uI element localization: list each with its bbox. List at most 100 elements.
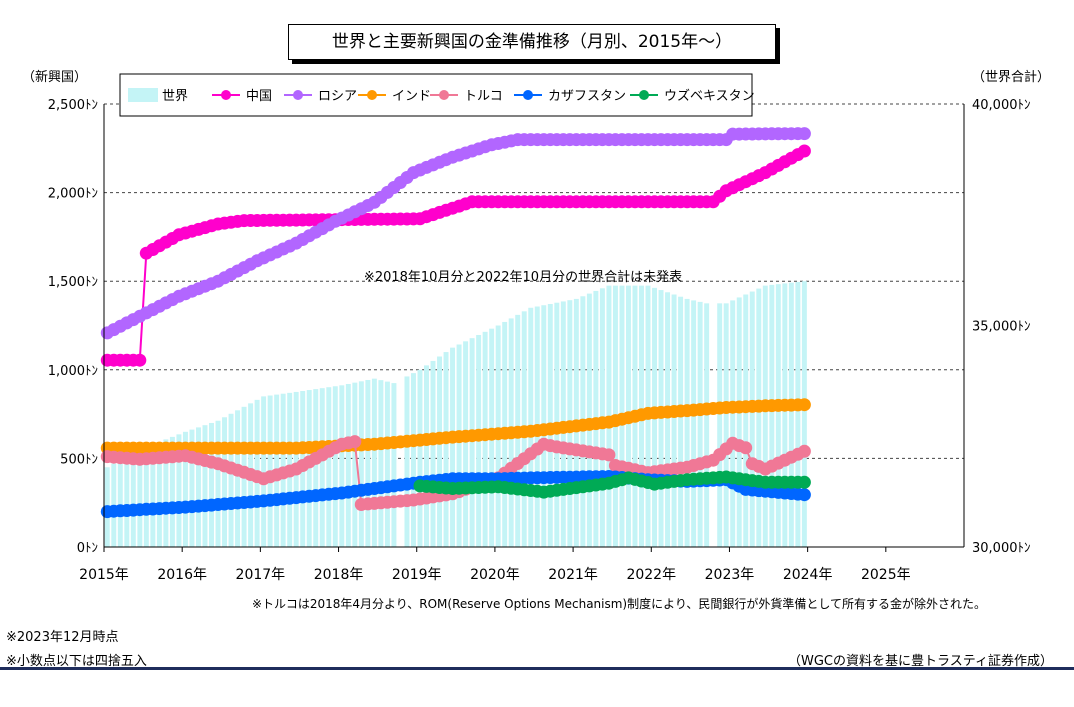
world-bar (352, 382, 358, 547)
data-point (797, 475, 811, 489)
left-tick-label: 1,000ﾄﾝ (48, 364, 98, 379)
data-point (133, 353, 147, 367)
world-bar (261, 396, 267, 547)
world-bar (169, 436, 175, 547)
world-bar (365, 379, 371, 547)
legend-swatch-marker (293, 90, 303, 100)
world-bar (345, 383, 351, 547)
world-bar (697, 301, 703, 547)
x-tick-label: 2023年 (705, 567, 755, 583)
world-bar (443, 352, 449, 547)
data-point (797, 127, 811, 141)
world-bar (704, 303, 710, 547)
world-bar (313, 389, 319, 547)
x-tick-label: 2025年 (861, 567, 911, 583)
world-bar (463, 341, 469, 547)
world-bar (769, 284, 775, 547)
legend-label: トルコ (464, 89, 503, 104)
world-bar (339, 385, 345, 547)
series-中国 (100, 144, 811, 367)
legend-label: 中国 (246, 89, 272, 104)
left-axis-title: （新興国） (22, 70, 88, 85)
world-bar (332, 386, 338, 547)
missing-data-annotation: ※2018年10月分と2022年10月分の世界合計は未発表 (364, 269, 682, 285)
series-lines (100, 127, 811, 519)
world-bar (326, 387, 332, 547)
world-bar (684, 298, 690, 547)
world-bar (762, 285, 768, 547)
world-bar (176, 434, 182, 547)
world-bar (163, 439, 169, 547)
world-bar (384, 381, 390, 547)
series-インド (100, 398, 811, 455)
world-bar (743, 294, 749, 547)
world-bar (215, 420, 221, 547)
x-tick-label: 2021年 (548, 567, 598, 583)
world-bar (378, 380, 384, 547)
series-トルコ (100, 435, 811, 511)
world-bar (430, 360, 436, 547)
world-bar (319, 388, 325, 547)
legend-label: ウズベキスタン (664, 88, 755, 104)
legend-label: インド (392, 89, 431, 104)
world-bar (156, 441, 162, 547)
world-bar (795, 281, 801, 547)
world-bar (678, 296, 684, 547)
x-tick-label: 2017年 (236, 567, 286, 583)
world-bar (195, 427, 201, 547)
world-bar (130, 453, 136, 547)
world-bar (209, 422, 214, 547)
world-bar (450, 347, 456, 547)
left-tick-label: 2,500ﾄﾝ (48, 98, 98, 113)
data-point (739, 441, 753, 455)
world-bar (775, 284, 781, 547)
chart-title: 世界と主要新興国の金準備推移（月別、2015年～） (288, 24, 776, 60)
left-tick-label: 0ﾄﾝ (77, 541, 98, 556)
world-bar (782, 283, 788, 547)
legend-swatch-marker (523, 90, 533, 100)
legend-label: 世界 (162, 89, 188, 104)
world-bar (749, 291, 755, 547)
turkey-footnote: ※トルコは2018年4月分より、ROM(Reserve Options Mech… (252, 597, 987, 611)
rounding-note: ※小数点以下は四捨五入 (6, 654, 147, 669)
left-tick-label: 500ﾄﾝ (60, 452, 98, 467)
world-bar (189, 429, 195, 547)
world-bar (456, 344, 462, 547)
world-bar (404, 376, 410, 547)
date-note: ※2023年12月時点 (6, 630, 119, 645)
world-bar (723, 303, 729, 547)
world-bar (228, 413, 234, 547)
right-tick-label: 40,000ﾄﾝ (972, 98, 1031, 113)
world-bar (391, 383, 397, 547)
world-bar (371, 378, 377, 547)
world-bar (235, 410, 241, 547)
world-bar (736, 297, 742, 547)
axes: 0ﾄﾝ 500ﾄﾝ 1,000ﾄﾝ 1,500ﾄﾝ 2,000ﾄﾝ 2,500ﾄﾝ 30,0… (48, 98, 1031, 583)
world-bar (671, 294, 677, 547)
x-tick-label: 2018年 (314, 567, 364, 583)
left-tick-label: 2,000ﾄﾝ (48, 187, 98, 202)
legend-swatch (128, 88, 158, 102)
world-bar (730, 300, 736, 547)
data-point (797, 444, 811, 458)
legend-swatch-marker (221, 90, 231, 100)
world-bar (665, 292, 671, 547)
world-bar (202, 425, 208, 547)
x-tick-label: 2024年 (783, 567, 833, 583)
legend-label: ロシア (318, 89, 357, 104)
world-bar (143, 447, 149, 547)
right-axis-title: （世界合計） (972, 70, 1051, 85)
world-bar (717, 303, 723, 547)
world-bar (306, 390, 312, 547)
x-tick-label: 2016年 (157, 567, 207, 583)
data-point (797, 488, 811, 502)
legend-swatch-marker (367, 90, 377, 100)
world-bar (417, 369, 423, 547)
series-ロシア (100, 127, 811, 340)
data-point (797, 144, 811, 158)
x-tick-label: 2020年 (470, 567, 520, 583)
right-tick-label: 35,000ﾄﾝ (972, 320, 1031, 335)
data-point (602, 448, 616, 462)
data-point (348, 435, 362, 449)
x-tick-label: 2019年 (392, 567, 442, 583)
